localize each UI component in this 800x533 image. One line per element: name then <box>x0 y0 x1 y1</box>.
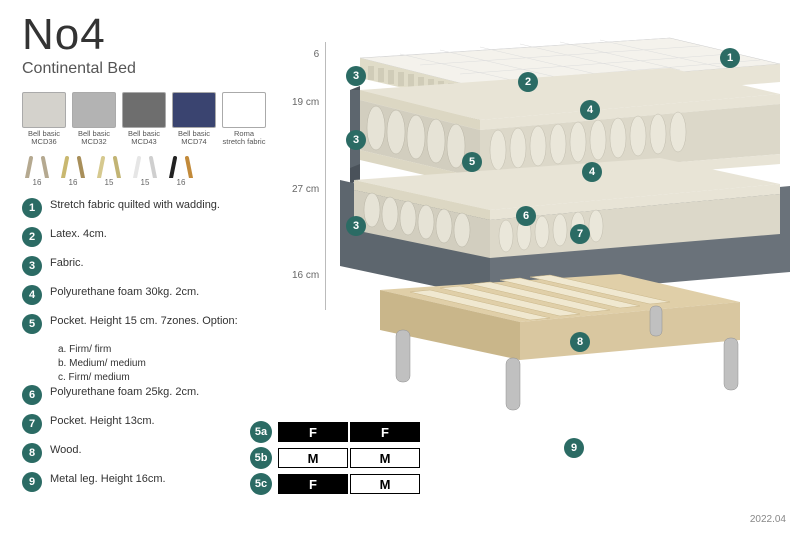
firmness-row: 5c F M <box>250 473 420 495</box>
fabric-swatches: Bell basicMCD36Bell basicMCD32Bell basic… <box>22 92 266 147</box>
fabric-swatch: Bell basicMCD36 <box>22 92 66 147</box>
legend-item: 6Polyurethane foam 25kg. 2cm. <box>22 385 282 405</box>
legend-subitem: c. Firm/ medium <box>58 371 282 385</box>
legend-item: 4Polyurethane foam 30kg. 2cm. <box>22 285 282 305</box>
legend-item: 1Stretch fabric quilted with wadding. <box>22 198 282 218</box>
diagram-callout: 5 <box>462 152 482 172</box>
diagram-callout: 4 <box>582 162 602 182</box>
diagram-callout: 7 <box>570 224 590 244</box>
fabric-swatch: Bell basicMCD43 <box>122 92 166 147</box>
diagram-callout: 6 <box>516 206 536 226</box>
legend-item: 2Latex. 4cm. <box>22 227 282 247</box>
diagram-callout: 3 <box>346 216 366 236</box>
bed-cutaway-diagram <box>320 30 790 460</box>
diagram-callout: 4 <box>580 100 600 120</box>
leg-option: 15 <box>130 156 160 187</box>
leg-option: 15 <box>94 156 124 187</box>
fabric-swatch: Bell basicMCD32 <box>72 92 116 147</box>
diagram-callout: 3 <box>346 66 366 86</box>
legend-item: 9Metal leg. Height 16cm. <box>22 472 282 492</box>
product-subtitle: Continental Bed <box>22 60 136 78</box>
diagram-callout: 3 <box>346 130 366 150</box>
diagram-callout: 8 <box>570 332 590 352</box>
legend-item: 3Fabric. <box>22 256 282 276</box>
leg-option: 16 <box>58 156 88 187</box>
legend-item: 8Wood. <box>22 443 282 463</box>
leg-options: 1616151516 <box>22 156 196 187</box>
legend-subitem: b. Medium/ medium <box>58 357 282 371</box>
legend-subitem: a. Firm/ firm <box>58 343 282 357</box>
legend-item: 7Pocket. Height 13cm. <box>22 414 282 434</box>
diagram-callout: 9 <box>564 438 584 458</box>
product-title: No4 <box>22 10 106 60</box>
leg-option: 16 <box>22 156 52 187</box>
fabric-swatch: Romastretch fabric <box>222 92 266 147</box>
legend-item: 5Pocket. Height 15 cm. 7zones. Option: <box>22 314 282 334</box>
leg-option: 16 <box>166 156 196 187</box>
materials-legend: 1Stretch fabric quilted with wadding. 2La… <box>22 198 282 501</box>
revision-date: 2022.04 <box>750 514 786 525</box>
fabric-swatch: Bell basicMCD74 <box>172 92 216 147</box>
diagram-callout: 2 <box>518 72 538 92</box>
diagram-callout: 1 <box>720 48 740 68</box>
